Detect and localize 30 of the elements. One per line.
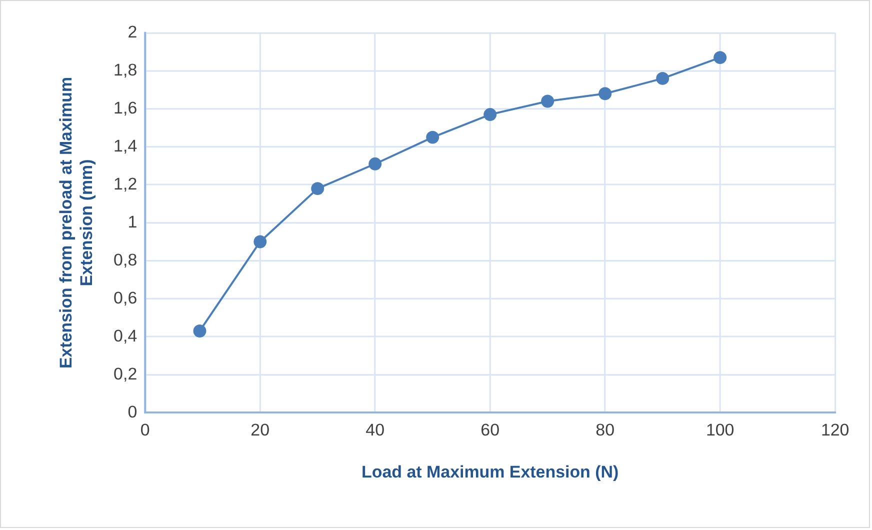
- y-tick-label: 0,4: [114, 326, 138, 346]
- x-tick-label: 40: [366, 420, 385, 440]
- y-tick-label: 0,2: [114, 364, 138, 384]
- x-tick-label: 80: [596, 420, 615, 440]
- point: [193, 324, 206, 338]
- y-tick-label: 2: [128, 22, 138, 42]
- point: [254, 235, 267, 248]
- point: [426, 130, 440, 144]
- point: [368, 157, 382, 170]
- point: [484, 108, 497, 121]
- y-tick-label: 1: [128, 212, 138, 232]
- y-tick-label: 1,8: [114, 60, 138, 80]
- point: [656, 72, 670, 85]
- x-tick-label: 20: [250, 420, 270, 440]
- x-tick-label: 0: [140, 420, 150, 440]
- point: [598, 87, 612, 100]
- y-tick-label: 1,4: [114, 136, 138, 156]
- point: [714, 51, 727, 64]
- y-tick-label: 0: [128, 402, 138, 422]
- x-tick-label: 120: [820, 420, 850, 440]
- point: [541, 94, 554, 108]
- y-tick-label: 0,8: [114, 250, 138, 270]
- y-tick-label: 1,2: [114, 174, 138, 194]
- x-axis-title: Load at Maximum Extension (N): [362, 462, 619, 482]
- point: [311, 182, 324, 196]
- y-tick-label: 1,6: [114, 98, 138, 118]
- y-tick-label: 0,6: [114, 288, 138, 308]
- x-tick-label: 100: [706, 420, 734, 440]
- x-tick-label: 60: [480, 420, 500, 440]
- y-axis-title: Extension from preload at Maximum Extension (mm): [56, 76, 96, 369]
